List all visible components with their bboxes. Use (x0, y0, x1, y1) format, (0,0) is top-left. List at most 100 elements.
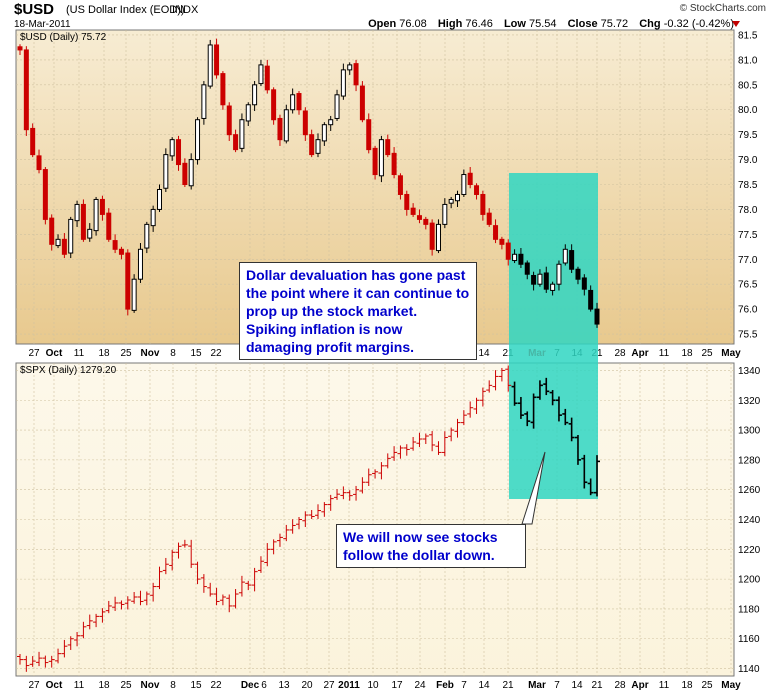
usd-candle-body (467, 172, 473, 186)
usd-y-tick-label: 76.5 (738, 280, 758, 291)
spx-series-label: $SPX (Daily) 1279.20 (20, 365, 117, 376)
usd-candle-body (448, 198, 454, 204)
quote-bar: Open 76.08 High 76.46 Low 75.54 Close 75… (360, 18, 734, 30)
usd-candle-body (359, 85, 365, 121)
usd-y-tick-label: 81.0 (738, 55, 758, 66)
usd-candle-body (378, 139, 384, 177)
usd-x-tick-label: 25 (120, 348, 132, 359)
annotation-pointer (521, 451, 546, 525)
usd-candle-body (220, 73, 226, 106)
usd-candle-body (581, 277, 587, 290)
usd-candle-body (416, 215, 422, 220)
usd-x-tick-label: 25 (701, 348, 713, 359)
usd-x-tick-label: 28 (614, 348, 626, 359)
usd-y-tick-label: 77.0 (738, 255, 758, 266)
chart-header: $USD (US Dollar Index (EOD)) INDX 18-Mar… (0, 0, 780, 34)
usd-y-tick-label: 80.5 (738, 80, 758, 91)
spx-y-tick-label: 1140 (738, 664, 760, 675)
usd-candle-body (163, 154, 169, 189)
usd-y-tick-label: 79.5 (738, 130, 758, 141)
usd-candle-body (442, 203, 448, 225)
usd-candle-body (429, 222, 435, 250)
spx-x-tick-label: 21 (591, 680, 603, 690)
spx-y-tick-label: 1340 (738, 366, 761, 377)
usd-candle-body (68, 218, 74, 254)
usd-candle-body (99, 198, 105, 215)
usd-y-tick-label: 81.5 (738, 30, 758, 41)
usd-candle-body (283, 109, 289, 142)
spx-x-tick-label: 11 (659, 680, 670, 690)
spx-y-tick-label: 1220 (738, 545, 761, 556)
usd-candle-body (493, 225, 499, 240)
usd-candle-body (55, 238, 61, 247)
usd-candle-body (17, 46, 23, 51)
spx-y-tick-label: 1300 (738, 426, 761, 437)
usd-candle-body (156, 188, 162, 210)
usd-candle-body (372, 147, 378, 176)
spx-x-tick-label: 24 (414, 680, 426, 690)
usd-candle-body (36, 155, 42, 171)
spx-y-tick-label: 1180 (738, 604, 760, 615)
usd-y-tick-label: 75.5 (738, 330, 758, 341)
spx-x-tick-label: 18 (98, 680, 110, 690)
usd-candle-body (226, 105, 232, 136)
spx-x-tick-label: 27 (323, 680, 335, 690)
usd-candle-body (106, 212, 112, 240)
usd-candle-body (131, 278, 137, 311)
chg-value: -0.32 (-0.42%) (663, 18, 734, 30)
highlight-region (509, 173, 598, 499)
down-arrow-icon (732, 21, 740, 27)
chart-date: 18-Mar-2011 (14, 19, 71, 30)
usd-candle-body (594, 308, 600, 325)
usd-candle-body (258, 64, 264, 85)
spx-y-tick-label: 1320 (738, 396, 761, 407)
usd-x-tick-label: 21 (502, 348, 514, 359)
usd-candle-body (195, 119, 201, 161)
usd-candle-body (80, 203, 86, 240)
usd-candle-body (556, 263, 562, 285)
usd-candle-body (42, 169, 48, 220)
usd-candle-body (23, 49, 29, 131)
spx-x-tick-label: 14 (571, 680, 583, 690)
usd-x-tick-label: Oct (46, 348, 63, 359)
usd-candle-body (188, 159, 194, 187)
usd-candle-body (543, 272, 549, 290)
spx-x-tick-label: 11 (74, 680, 85, 690)
usd-y-tick-label: 78.0 (738, 205, 758, 216)
usd-candle-body (562, 248, 568, 264)
usd-candle-body (410, 207, 416, 215)
exchange: INDX (172, 4, 199, 16)
usd-candle-body (423, 218, 429, 225)
usd-candle-body (144, 223, 150, 249)
usd-candle-body (353, 63, 359, 86)
spx-x-tick-label: 20 (301, 680, 313, 690)
usd-candle-body (30, 127, 36, 156)
usd-candle-body (391, 152, 397, 176)
high-value: 76.46 (465, 18, 493, 30)
spx-x-tick-label: Nov (141, 680, 160, 690)
usd-candle-body (239, 119, 245, 149)
usd-candle-body (264, 65, 270, 91)
usd-candle-body (531, 274, 537, 285)
usd-candle-body (537, 273, 543, 285)
usd-x-tick-label: May (721, 348, 741, 359)
usd-candle-body (518, 253, 524, 265)
spx-x-tick-label: Mar (528, 680, 546, 690)
usd-candle-body (271, 89, 277, 121)
usd-candle-body (93, 198, 99, 232)
usd-candle-body (366, 119, 372, 151)
usd-y-tick-label: 76.0 (738, 305, 758, 316)
low-value: 75.54 (529, 18, 557, 30)
spx-x-tick-label: 17 (391, 680, 403, 690)
spx-x-tick-label: 10 (367, 680, 379, 690)
spx-x-tick-label: Apr (631, 680, 648, 690)
usd-candle-body (512, 253, 518, 262)
open-label: Open (368, 18, 397, 30)
usd-y-tick-label: 80.0 (738, 105, 758, 116)
usd-x-tick-label: 8 (170, 348, 176, 359)
usd-candle-body (118, 248, 124, 255)
usd-candle-body (214, 44, 220, 76)
usd-candle-body (385, 139, 391, 156)
usd-candle-body (328, 119, 334, 126)
usd-candle-body (315, 139, 321, 154)
